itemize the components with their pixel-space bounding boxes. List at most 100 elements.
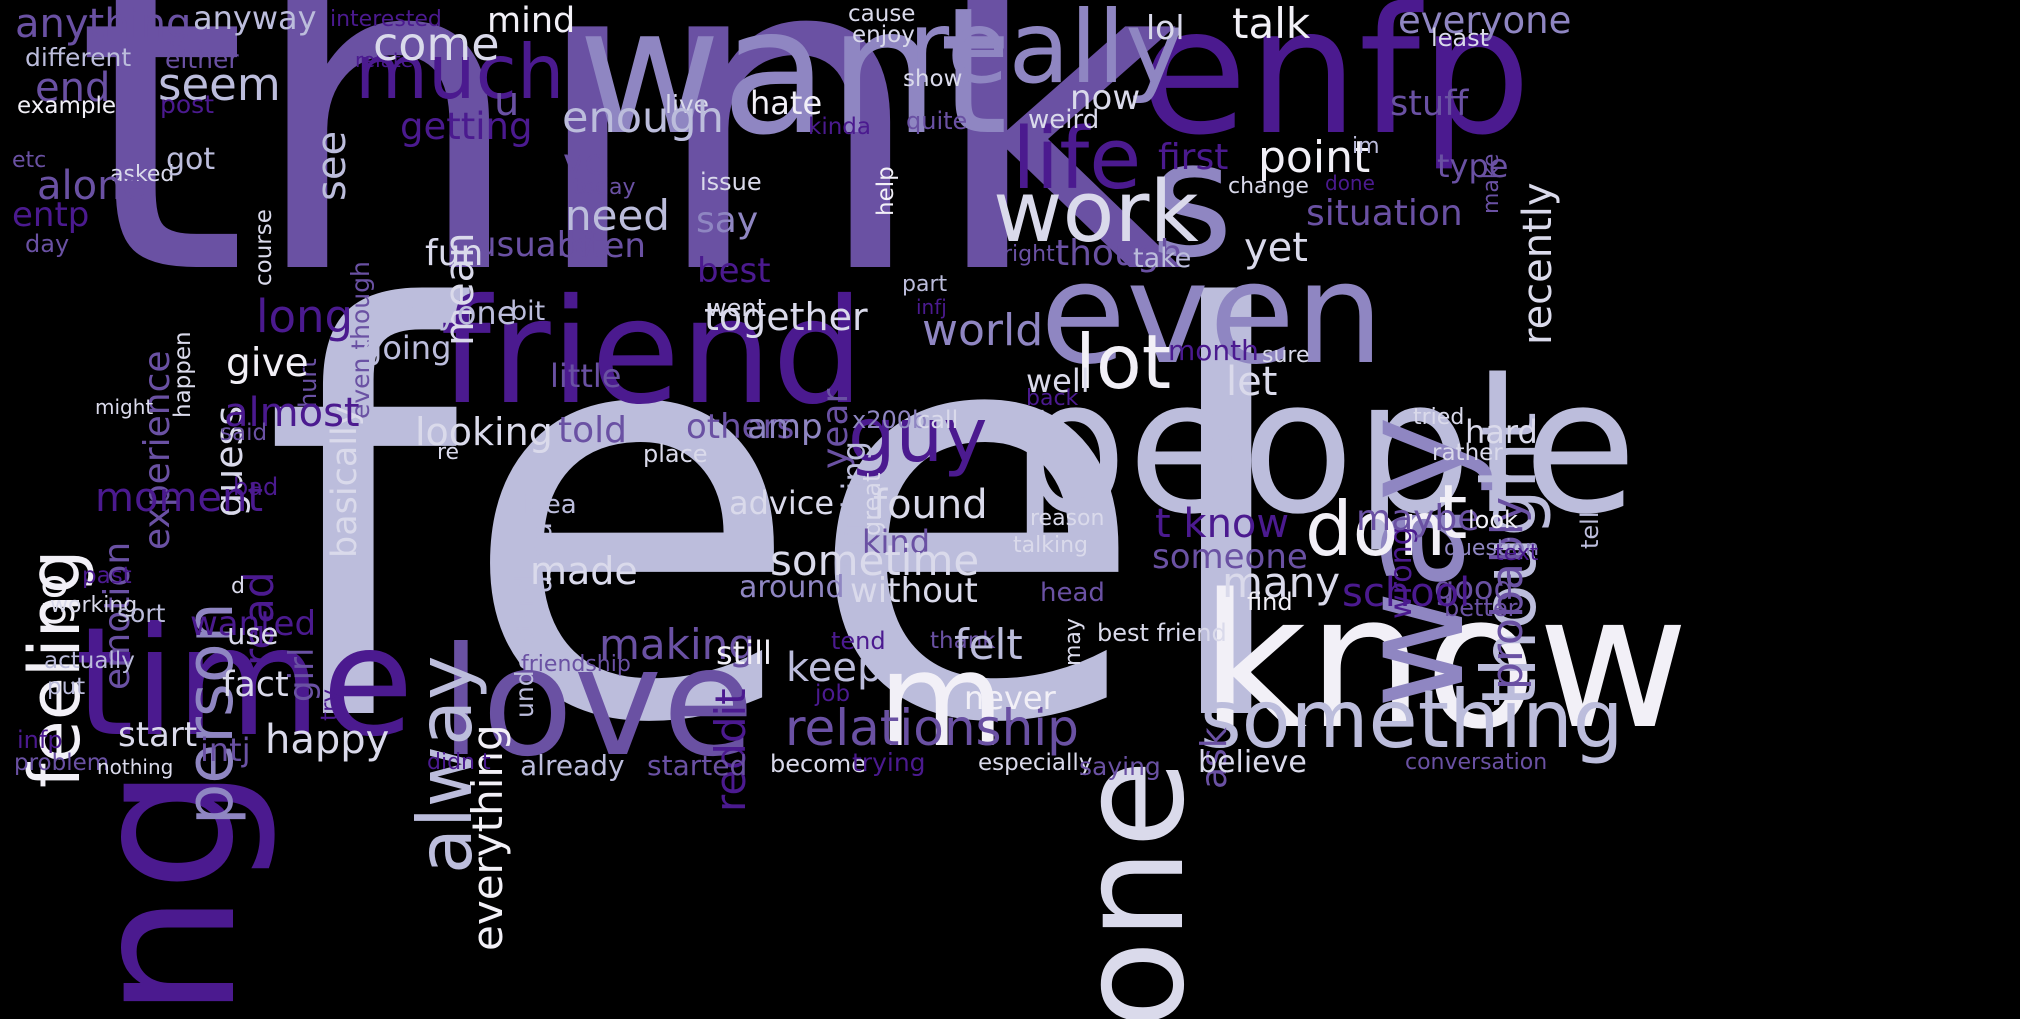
word-first: first: [1158, 137, 1229, 178]
word-head: head: [1040, 578, 1105, 608]
word-give: give: [226, 341, 309, 386]
word-seem: seem: [158, 58, 281, 111]
word-well: well: [1026, 362, 1090, 400]
word-nothing: nothing: [97, 755, 174, 779]
word-d: d: [231, 574, 245, 599]
word-bad: bad: [233, 473, 279, 501]
word-use: use: [227, 617, 279, 651]
word-look: look: [1468, 506, 1518, 534]
word-started: started: [647, 749, 748, 782]
word-rather: rather: [1432, 440, 1503, 466]
word-girl: girl: [282, 647, 322, 702]
word-issue: issue: [700, 168, 762, 196]
word-don: don: [1305, 485, 1447, 573]
word-happy: happy: [265, 717, 390, 763]
word-kind: kind: [862, 523, 931, 561]
word-love: love: [440, 616, 755, 790]
word-post: post: [160, 90, 214, 119]
word-usually: usually: [475, 225, 596, 265]
word-told: told: [558, 410, 627, 451]
word-even: even: [1040, 233, 1384, 396]
word-others: others: [686, 407, 795, 447]
word-entp: entp: [12, 195, 90, 235]
word-x200b: x200b: [852, 406, 928, 434]
word-trying: trying: [852, 748, 926, 777]
word-m: m: [878, 624, 1005, 776]
word-least: least: [1431, 24, 1490, 52]
word-sort: sort: [117, 599, 166, 628]
word-now: now: [1070, 78, 1141, 118]
word-understand: understand: [510, 574, 539, 718]
word-put: put: [47, 674, 86, 700]
word-sure: sure: [1262, 343, 1310, 368]
word-infp: infp: [17, 726, 63, 754]
word-job: job: [815, 681, 851, 707]
word-without: without: [850, 571, 978, 611]
word-guy: guy: [848, 391, 988, 479]
word-friend: friend: [440, 268, 865, 437]
word-t: t: [1438, 468, 1468, 556]
word-best: best: [697, 251, 771, 291]
word-problem: problem: [14, 750, 110, 776]
word-may: may: [1061, 618, 1086, 667]
word-especially: especially: [978, 750, 1093, 776]
word-past: past: [82, 563, 132, 589]
word-many: many: [1222, 558, 1341, 607]
word-right: right: [1003, 242, 1055, 267]
word-happen: happen: [170, 331, 196, 418]
word-talking: talking: [1013, 533, 1088, 558]
word-believe: believe: [1198, 745, 1307, 780]
word-think: think: [75, 0, 1183, 371]
word-today: today: [573, 175, 636, 200]
word-made: made: [530, 549, 638, 593]
word-mind: mind: [487, 1, 576, 41]
word-see: see: [309, 130, 355, 201]
word-maybe: maybe: [1356, 498, 1480, 539]
word-take: take: [1133, 243, 1192, 274]
word-better: better: [1444, 594, 1518, 622]
word-around: around: [739, 570, 845, 605]
word-intj: intj: [200, 731, 251, 769]
word-felt: felt: [954, 620, 1023, 669]
word-want: want: [578, 0, 1008, 174]
word-alone: alone: [37, 163, 148, 209]
word-long: long: [256, 290, 354, 343]
word-hard: hard: [1465, 413, 1538, 451]
word-world: world: [922, 305, 1044, 356]
word-text: text: [1495, 541, 1539, 566]
word-kinda: kinda: [808, 114, 871, 140]
word-fun: fun: [425, 233, 484, 274]
word-reason: reason: [1030, 506, 1105, 531]
word-anyone: anyone: [398, 294, 517, 332]
word-question: question: [1444, 536, 1540, 561]
word-end: end: [35, 65, 111, 111]
word-let: let: [1226, 359, 1278, 405]
word-said: said: [220, 420, 268, 446]
word-yet: yet: [1244, 225, 1308, 271]
word-lot: lot: [1075, 318, 1172, 406]
word-tried: tried: [1413, 405, 1465, 430]
word-different: different: [25, 43, 132, 72]
word-feel: feel: [262, 194, 1304, 846]
word-saying: saying: [1079, 752, 1161, 781]
word-thank: thank: [930, 628, 996, 654]
word-part: part: [902, 272, 948, 297]
word-t-know: t know: [1155, 501, 1290, 547]
word-school: school: [1342, 570, 1471, 616]
word-done: done: [1325, 171, 1375, 195]
word-much: much: [355, 28, 565, 116]
word-recently: recently: [1515, 182, 1561, 345]
word-either: either: [165, 45, 239, 74]
word-something: something: [1200, 673, 1624, 766]
word-situation: situation: [1306, 193, 1463, 234]
word-re: re: [437, 440, 460, 465]
word-tend: tend: [831, 627, 886, 655]
word-already: already: [520, 749, 625, 782]
word-tell: tell: [1576, 511, 1604, 549]
word-find: find: [1247, 588, 1293, 616]
word-still: still: [716, 634, 772, 672]
word-cause: cause: [848, 1, 916, 27]
word-one: one: [1048, 759, 1217, 1019]
word-change: change: [1228, 174, 1309, 199]
